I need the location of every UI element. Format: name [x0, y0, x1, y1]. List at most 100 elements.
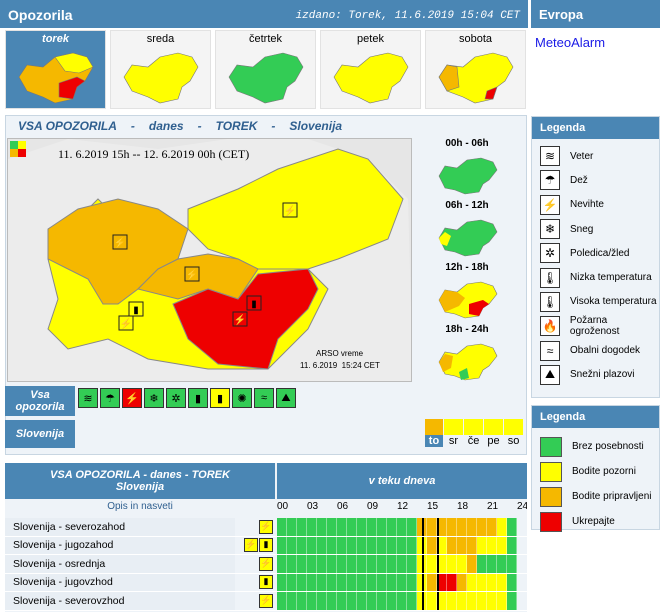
timeline-cell	[387, 536, 397, 554]
row-icons: ▮	[235, 575, 275, 590]
timeline-bar	[277, 555, 517, 573]
timeline-cell	[427, 536, 437, 554]
timeline-cell	[327, 536, 337, 554]
slovenija-button[interactable]: Slovenija	[5, 420, 75, 448]
hour-tick-label: 24	[517, 501, 527, 512]
table-row[interactable]: Slovenija - jugovzhod ▮	[5, 573, 527, 592]
day-card-cetrtek[interactable]: četrtek	[215, 30, 316, 109]
timeline-cell	[377, 555, 387, 573]
timeline-cell	[297, 555, 307, 573]
period-18-24[interactable]: 18h - 24h	[421, 324, 513, 387]
day-tab-sr[interactable]: sr	[444, 419, 463, 447]
legend-type-label: Nizka temperatura	[570, 272, 652, 284]
legend-type-row: ✲ Poledica/žled	[532, 241, 659, 265]
filter-rain-icon[interactable]: ☂	[100, 388, 120, 408]
timeline-cell	[457, 536, 467, 554]
timeline-cell	[397, 518, 407, 536]
vsa-opozorila-button[interactable]: Vsa opozorila	[5, 386, 75, 416]
timeline-cell	[377, 573, 387, 591]
day-card-torek[interactable]: torek	[5, 30, 106, 109]
legend-levels-panel: Legenda Brez posebnosti Bodite pozorni Bod…	[531, 405, 660, 532]
filter-fire-danger-icon[interactable]: ✺	[232, 388, 252, 408]
svg-text:⚡: ⚡	[284, 204, 296, 217]
legend-level-row: Bodite pripravljeni	[532, 484, 659, 509]
legend-type-label: Veter	[570, 150, 594, 162]
meteoalarm-link[interactable]: MeteoAlarm	[535, 35, 606, 50]
timeline-bar	[277, 518, 517, 536]
period-6-12[interactable]: 06h - 12h	[421, 200, 513, 263]
filter-wind-icon[interactable]: ≋	[78, 388, 98, 408]
day-tab-pe[interactable]: pe	[484, 419, 503, 447]
timeline-cell	[437, 592, 447, 610]
day-map-sobota	[438, 52, 514, 104]
timeline-cell	[447, 536, 457, 554]
time-marker-line	[437, 518, 439, 536]
timeline-cell	[437, 555, 447, 573]
timeline-cell	[337, 592, 347, 610]
time-marker-line	[422, 518, 424, 536]
timeline-cell	[457, 555, 467, 573]
legend-type-row: ⛰ Snežni plazovi	[532, 363, 659, 387]
region-name: Slovenija - jugovzhod	[5, 573, 235, 591]
timeline-cell	[487, 573, 497, 591]
timeline-bar	[277, 573, 517, 591]
period-0-6[interactable]: 00h - 06h	[421, 138, 513, 201]
high-temperature-icon: ▮	[259, 538, 273, 553]
timeline-cell	[367, 592, 377, 610]
filter-low-temperature-icon[interactable]: ▮	[188, 388, 208, 408]
table-row[interactable]: Slovenija - jugozahod ⚡ ▮	[5, 536, 527, 555]
day-card-sreda[interactable]: sreda	[110, 30, 211, 109]
legend-types-list: ≋ Veter ☂ Dež ⚡ Nevihte ❄ Sneg ✲ Poledica/žled 🌡 Ni…	[532, 139, 659, 387]
filter-avalanche-icon[interactable]: ⛰	[276, 388, 296, 408]
legend-type-label: Sneg	[570, 223, 594, 235]
timeline-cell	[337, 573, 347, 591]
period-12-18[interactable]: 12h - 18h	[421, 262, 513, 325]
timeline-cell	[287, 536, 297, 554]
timeline-cell	[497, 555, 507, 573]
day-tab-so[interactable]: so	[504, 419, 523, 447]
timeline-cell	[437, 573, 447, 591]
filter-high-temperature-icon[interactable]: ▮	[210, 388, 230, 408]
hour-tick-label: 18	[457, 501, 469, 512]
timeline-cell	[307, 555, 317, 573]
timeline-cell	[337, 555, 347, 573]
day-map-sreda	[123, 52, 199, 104]
timeline-cell	[317, 592, 327, 610]
day-tab-to[interactable]: to	[425, 419, 443, 447]
timeline-cell	[317, 518, 327, 536]
svg-text:⚡: ⚡	[120, 317, 132, 330]
timeline-cell	[467, 592, 477, 610]
legend-type-row: ⚡ Nevihte	[532, 193, 659, 217]
timeline-cell	[357, 592, 367, 610]
timeline-cell	[427, 555, 437, 573]
filter-ice-icon[interactable]: ✲	[166, 388, 186, 408]
timeline-cell	[337, 518, 347, 536]
day-card-sobota[interactable]: sobota	[425, 30, 526, 109]
time-marker-line	[437, 536, 439, 554]
day-tabs: to sr če pe so	[425, 419, 523, 447]
timeline-cell	[287, 592, 297, 610]
legend-level-label: Brez posebnosti	[572, 441, 644, 452]
legend-level-swatch	[540, 486, 562, 507]
timeline-cell	[497, 518, 507, 536]
table-row[interactable]: Slovenija - osrednja ⚡	[5, 555, 527, 574]
day-tab-ce[interactable]: če	[464, 419, 483, 447]
timeline-cell	[357, 536, 367, 554]
legend-type-row: ≈ Obalni dogodek	[532, 338, 659, 362]
timeline-cell	[487, 536, 497, 554]
table-row[interactable]: Slovenija - severovzhod ⚡	[5, 592, 527, 611]
page-title: Opozorila	[8, 7, 73, 23]
legend-level-swatch	[540, 436, 562, 457]
filter-coastal-event-icon[interactable]: ≈	[254, 388, 274, 408]
legend-levels-list: Brez posebnosti Bodite pozorni Bodite prip…	[532, 428, 659, 534]
timeline-cell	[387, 573, 397, 591]
warning-map: ⚡ ⚡ ⚡ ▮ ⚡ ▮ ⚡ 11. 6.2019 15h -- 12. 6.20…	[7, 138, 412, 382]
hour-tick-label: 00	[277, 501, 289, 512]
filter-snow-icon[interactable]: ❄	[144, 388, 164, 408]
hour-tick-label: 03	[307, 501, 319, 512]
filter-thunderstorm-icon[interactable]: ⚡	[122, 388, 142, 408]
row-icons: ⚡	[235, 593, 275, 608]
timeline-cell	[407, 518, 417, 536]
day-card-petek[interactable]: petek	[320, 30, 421, 109]
table-row[interactable]: Slovenija - severozahod ⚡	[5, 518, 527, 537]
